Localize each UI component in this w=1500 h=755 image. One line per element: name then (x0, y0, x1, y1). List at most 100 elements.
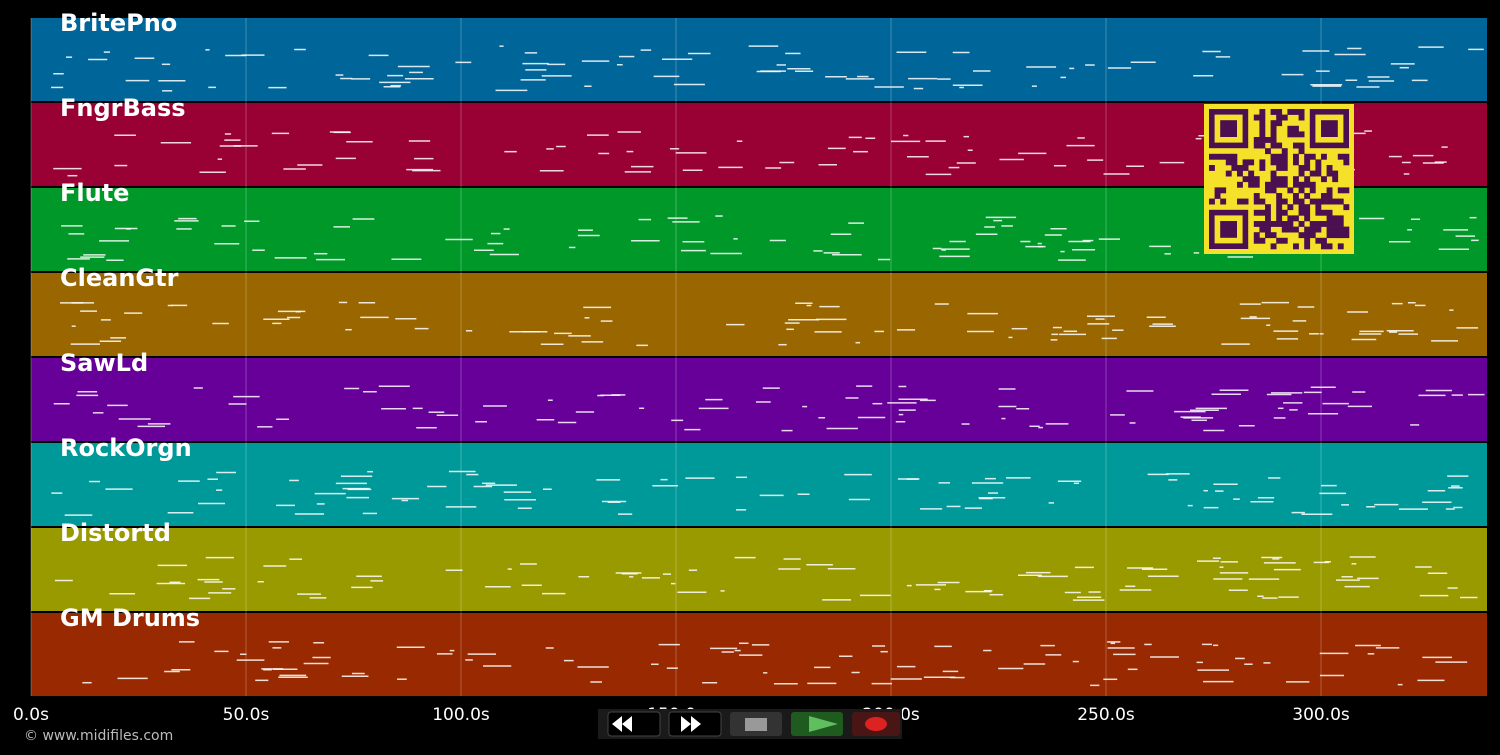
labels: BritePno FngrBass Flute CleanGtr SawLd RockOr… (60, 9, 200, 632)
qr-module (1326, 165, 1333, 171)
qr-module (1265, 209, 1271, 216)
qr-module (1287, 125, 1294, 132)
qr-module (1287, 204, 1294, 211)
qr-module (1343, 232, 1350, 239)
qr-finder (1220, 120, 1237, 137)
qr-module (1276, 109, 1283, 115)
qr-module (1259, 198, 1266, 205)
qr-module (1298, 232, 1305, 239)
track-name: RockOrgn (60, 434, 192, 462)
qr-module (1270, 232, 1277, 239)
qr-module (1248, 170, 1255, 177)
qr-module (1332, 232, 1339, 239)
qr-module (1253, 209, 1260, 216)
qr-module (1293, 243, 1299, 250)
qr-module (1321, 237, 1327, 244)
qr-module (1276, 120, 1283, 127)
qr-module (1270, 131, 1277, 138)
qr-module (1270, 137, 1277, 143)
qr-module (1326, 221, 1333, 227)
qr-module (1298, 114, 1305, 121)
qr-module (1259, 137, 1266, 143)
qr-module (1270, 170, 1277, 177)
qr-module (1225, 153, 1232, 160)
qr-module (1248, 181, 1255, 188)
qr-module (1259, 114, 1266, 121)
qr-module (1304, 215, 1311, 222)
qr-module (1259, 237, 1266, 244)
qr-module (1270, 109, 1277, 115)
qr-finder (1220, 221, 1237, 238)
qr-module (1326, 187, 1333, 194)
qr-module (1281, 114, 1288, 121)
qr-module (1321, 193, 1327, 199)
qr-module (1309, 221, 1316, 227)
qr-module (1270, 125, 1277, 132)
qr-module (1265, 181, 1271, 188)
qr-module (1332, 215, 1339, 222)
qr-module (1304, 237, 1311, 244)
qr-module (1332, 226, 1339, 233)
qr-module (1270, 176, 1277, 183)
qr-module (1265, 137, 1271, 143)
qr-module (1304, 243, 1311, 250)
qr-module (1304, 153, 1311, 160)
qr-module (1253, 181, 1260, 188)
qr-module (1276, 204, 1283, 211)
qr-module (1332, 221, 1339, 227)
qr-module (1293, 159, 1299, 166)
qr-module (1304, 204, 1311, 211)
qr-module (1237, 170, 1243, 177)
qr-module (1270, 153, 1277, 160)
qr-module (1214, 187, 1221, 194)
qr-module (1337, 221, 1344, 227)
track-name: FngrBass (60, 94, 186, 122)
qr-module (1220, 187, 1227, 194)
track-name: Distortd (60, 519, 171, 547)
qr-module (1209, 165, 1215, 171)
qr-module (1293, 198, 1299, 205)
qr-module (1270, 221, 1277, 227)
qr-module (1259, 120, 1266, 127)
qr-module (1298, 181, 1305, 188)
qr-module (1287, 109, 1294, 115)
qr-module (1337, 187, 1344, 194)
track-name: CleanGtr (60, 264, 179, 292)
qr-module (1321, 176, 1327, 183)
qr-module (1276, 165, 1283, 171)
qr-module (1276, 237, 1283, 244)
qr-module (1253, 237, 1260, 244)
qr-module (1281, 221, 1288, 227)
qr-module (1265, 215, 1271, 222)
qr-module (1304, 209, 1311, 216)
forward-icon (681, 716, 701, 732)
qr-module (1337, 153, 1344, 160)
record-icon (865, 717, 887, 731)
credit: © www.midifiles.com (24, 728, 173, 744)
qr-module (1242, 165, 1249, 171)
qr-module (1209, 153, 1215, 160)
qr-module (1276, 193, 1283, 199)
qr-module (1237, 181, 1243, 188)
qr-module (1293, 125, 1299, 132)
play-icon (809, 716, 838, 732)
qr-module (1304, 226, 1311, 233)
qr-module (1276, 221, 1283, 227)
qr-module (1253, 142, 1260, 149)
qr-module (1343, 204, 1350, 211)
qr-module (1343, 187, 1350, 194)
note-pattern (54, 556, 1478, 601)
qr-module (1253, 114, 1260, 121)
qr-module (1315, 204, 1322, 211)
qr-module (1332, 176, 1339, 183)
qr-module (1315, 226, 1322, 233)
qr-module (1248, 176, 1255, 183)
qr-module (1326, 209, 1333, 216)
qr-module (1259, 142, 1266, 149)
qr-module (1281, 181, 1288, 188)
qr-module (1293, 142, 1299, 149)
qr-module (1237, 198, 1243, 205)
qr-module (1315, 237, 1322, 244)
track-lane (31, 18, 1487, 101)
qr-module (1225, 159, 1232, 166)
